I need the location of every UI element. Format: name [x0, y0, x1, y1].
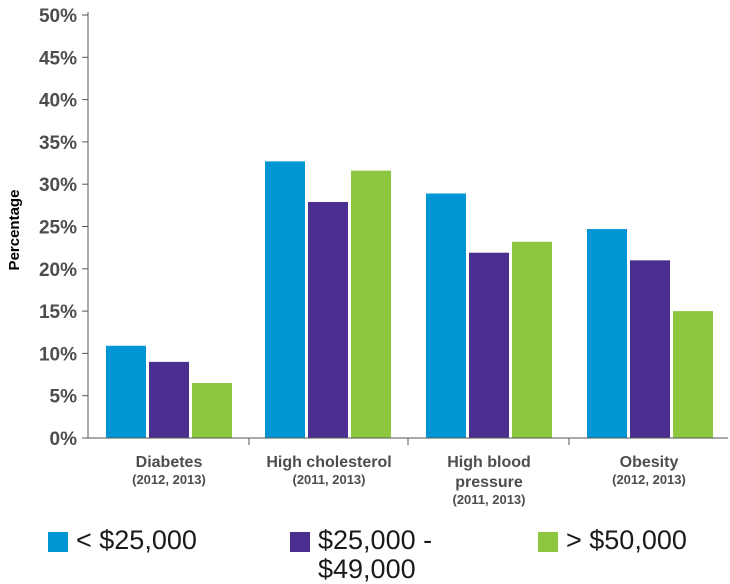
x-category-sublabel: (2011, 2013): [452, 492, 525, 507]
bar: [149, 361, 189, 438]
y-tick-label: 5%: [50, 387, 78, 408]
legend-swatch-over-50000: [538, 532, 558, 552]
legend-item-25000-49000: $25,000 - $49,000: [290, 526, 468, 584]
legend-item-over-50000: > $50,000: [538, 526, 687, 555]
y-tick-label: 45%: [39, 48, 77, 69]
y-tick-label: 0%: [50, 429, 78, 450]
bar: [587, 229, 627, 438]
x-category-sublabel: (2012, 2013): [132, 472, 206, 487]
y-tick-label: 40%: [39, 91, 77, 112]
bar: [351, 170, 391, 438]
x-category-label: Diabetes: [136, 454, 203, 471]
bar: [106, 345, 146, 438]
bar: [630, 260, 670, 438]
y-tick-label: 35%: [39, 133, 77, 154]
y-tick-label: 15%: [39, 302, 77, 323]
y-tick-label: 20%: [39, 260, 77, 281]
legend-label-over-50000: > $50,000: [566, 525, 687, 555]
bar: [469, 252, 509, 438]
y-tick-label: 30%: [39, 175, 77, 196]
bar: [192, 383, 232, 438]
bar: [426, 193, 466, 438]
legend-label-under-25000: < $25,000: [76, 525, 197, 555]
x-category-label: High blood: [447, 454, 531, 471]
legend-item-under-25000: < $25,000: [48, 526, 197, 555]
x-category-label: High cholesterol: [266, 454, 391, 471]
x-category-sublabel: (2012, 2013): [612, 472, 686, 487]
y-tick-label: 50%: [39, 6, 77, 27]
bar-chart: 0% 5% 10% 15% 20% 25% 30% 35% 40% 45% 50% Diabetes…: [6, 6, 728, 507]
bars: [106, 161, 713, 445]
y-axis-ticks: 0% 5% 10% 15% 20% 25% 30% 35% 40% 45% 50%: [39, 6, 88, 450]
x-category-label: Obesity: [620, 454, 679, 471]
y-tick-label: 10%: [39, 344, 77, 365]
x-category-sublabel: (2011, 2013): [292, 472, 365, 487]
legend-swatch-under-25000: [48, 532, 68, 552]
bar: [673, 311, 713, 438]
bar: [308, 201, 348, 438]
legend-swatch-25000-49000: [290, 532, 310, 552]
x-axis-category-labels: Diabetes(2012, 2013)High cholesterol(201…: [132, 454, 686, 507]
x-category-label: pressure: [455, 474, 523, 491]
bar: [265, 161, 305, 438]
legend: < $25,000 $25,000 - $49,000 > $50,000: [0, 526, 730, 584]
legend-label-25000-49000: $25,000 - $49,000: [318, 525, 433, 584]
bar: [512, 241, 552, 438]
y-axis-label: Percentage: [6, 190, 23, 271]
y-tick-label: 25%: [39, 218, 77, 239]
